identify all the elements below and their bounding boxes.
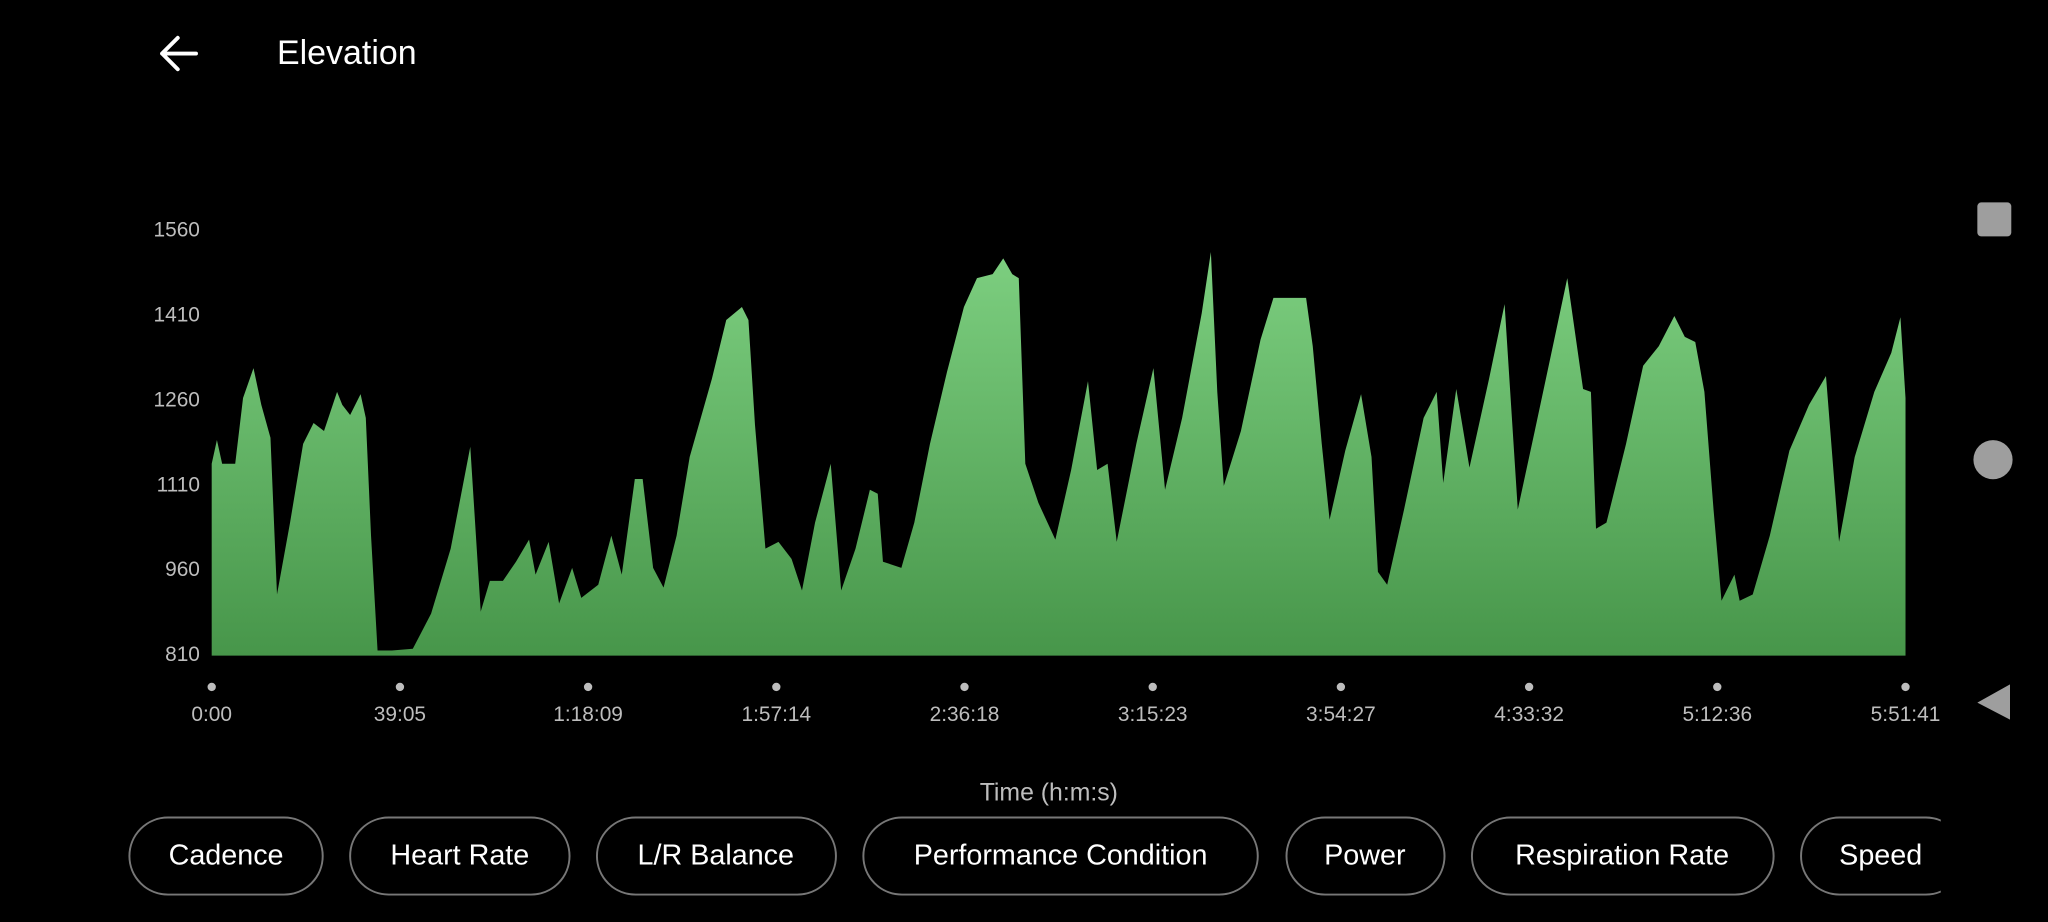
- x-tick-mark: [772, 682, 781, 692]
- x-tick-label: 0:00: [191, 703, 232, 726]
- y-tick-label: 1410: [153, 304, 199, 327]
- y-tick-label: 1110: [157, 473, 200, 496]
- chart: 810 960 1110 1260 1410 1560 0:00 39:05 1:18:09 1:…: [153, 219, 1940, 727]
- chip-bar: Cadence Heart Rate L/R Balance Performan…: [128, 816, 1964, 896]
- x-tick-label: 2:36:18: [930, 703, 1000, 726]
- chip-label: Speed: [1839, 839, 1922, 871]
- y-tick-label: 1560: [153, 219, 199, 242]
- chip-label: Power: [1324, 839, 1406, 871]
- nav-recents[interactable]: [1977, 202, 2012, 237]
- y-tick-label: 960: [165, 558, 200, 581]
- chip-label: L/R Balance: [638, 839, 794, 871]
- x-axis-title: Time (h:m:s): [980, 780, 1118, 807]
- y-tick-label: 1260: [153, 388, 199, 411]
- chip[interactable]: L/R Balance: [595, 816, 837, 896]
- x-tick-mark: [207, 682, 216, 692]
- chip-label: Heart Rate: [390, 839, 529, 871]
- x-tick-label: 1:18:09: [553, 703, 623, 726]
- nav-back[interactable]: [1977, 684, 2010, 720]
- chip[interactable]: Power: [1285, 816, 1446, 896]
- nav-home[interactable]: [1973, 440, 2013, 480]
- chip-label: Respiration Rate: [1515, 839, 1729, 871]
- page-title: Elevation: [277, 34, 417, 72]
- x-tick-label: 3:15:23: [1118, 703, 1188, 726]
- x-tick-mark: [583, 682, 593, 692]
- x-tick-label: 5:12:36: [1682, 703, 1752, 726]
- chip[interactable]: Respiration Rate: [1470, 816, 1775, 896]
- chip[interactable]: Cadence: [128, 816, 324, 896]
- x-tick-mark: [1524, 682, 1534, 692]
- elevation-area: [211, 252, 1906, 656]
- x-tick-mark: [1713, 682, 1722, 692]
- chip-label: Cadence: [169, 839, 284, 871]
- x-tick-mark: [1901, 682, 1910, 692]
- x-tick-mark: [395, 682, 405, 692]
- chip-label: Performance Condition: [914, 839, 1208, 871]
- x-tick-label: 1:57:14: [742, 703, 812, 726]
- chip[interactable]: Performance Condition: [862, 816, 1259, 896]
- x-tick-label: 5:51:41: [1871, 703, 1941, 726]
- back-button[interactable]: [160, 35, 198, 72]
- chip[interactable]: Speed: [1800, 816, 1964, 896]
- x-tick-mark: [960, 682, 969, 692]
- x-tick-label: 3:54:27: [1306, 703, 1376, 726]
- chip[interactable]: Heart Rate: [349, 816, 571, 896]
- x-tick-label: 39:05: [374, 703, 426, 726]
- x-tick-mark: [1148, 682, 1157, 692]
- y-tick-label: 810: [165, 643, 200, 666]
- x-tick-label: 4:33:32: [1494, 703, 1564, 726]
- x-tick-mark: [1336, 682, 1346, 692]
